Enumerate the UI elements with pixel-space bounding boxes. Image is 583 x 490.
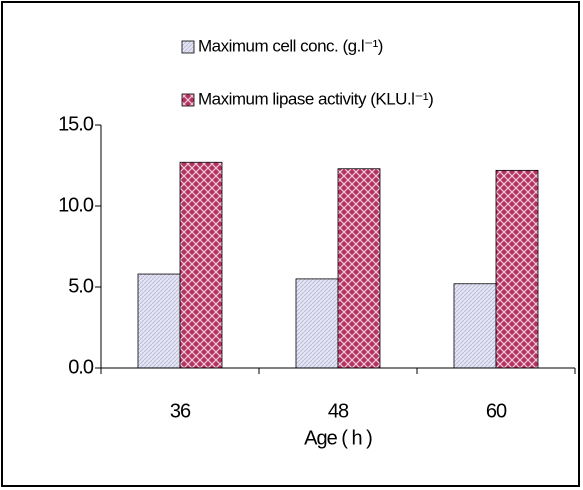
bar	[137, 273, 181, 369]
legend-label: Maximum lipase activity (KLU.l⁻¹)	[198, 89, 433, 108]
bar	[295, 278, 339, 369]
bar	[495, 169, 539, 369]
bar	[337, 168, 381, 369]
y-tick-label: 0.0	[68, 356, 94, 378]
y-tick-label: 10.0	[58, 194, 94, 216]
legend-swatch	[181, 93, 195, 107]
y-tick-label: 15.0	[58, 113, 94, 135]
x-tick-label: 36	[170, 400, 191, 422]
x-tick-label: 60	[486, 400, 507, 422]
legend-label: Maximum cell conc. (g.l⁻¹)	[198, 36, 383, 55]
x-tick-label: 48	[328, 400, 349, 422]
legend-swatch	[181, 40, 195, 54]
x-axis-label: Age ( h )	[304, 427, 372, 449]
y-tick-label: 5.0	[68, 275, 94, 297]
bar	[453, 283, 497, 369]
bar	[179, 161, 223, 369]
